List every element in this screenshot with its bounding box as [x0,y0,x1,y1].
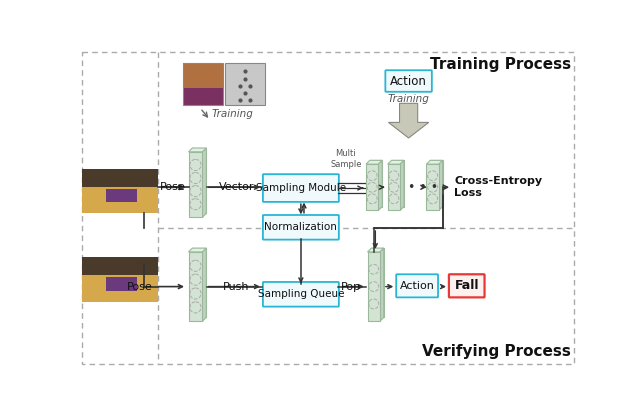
FancyBboxPatch shape [106,277,136,291]
FancyBboxPatch shape [83,258,157,275]
Polygon shape [388,103,429,138]
Polygon shape [388,164,400,211]
FancyBboxPatch shape [183,88,223,105]
Polygon shape [392,160,404,206]
Text: Cross-Entropy
Loss: Cross-Entropy Loss [454,176,543,198]
Polygon shape [388,160,404,164]
Text: Fall: Fall [454,279,479,293]
Polygon shape [371,248,384,317]
FancyBboxPatch shape [263,215,339,240]
Text: Pop: Pop [341,281,362,292]
FancyBboxPatch shape [263,174,339,202]
Text: Pose: Pose [127,281,152,292]
Text: • • •: • • • [408,181,438,194]
FancyBboxPatch shape [263,282,339,307]
Polygon shape [189,152,202,217]
Polygon shape [378,160,382,211]
Text: Training: Training [388,94,429,104]
FancyBboxPatch shape [183,63,223,88]
Polygon shape [367,252,380,321]
FancyBboxPatch shape [396,274,438,297]
Text: Training Process: Training Process [430,57,572,72]
FancyBboxPatch shape [106,189,136,202]
Text: Vector: Vector [218,182,254,192]
Text: Verifying Process: Verifying Process [422,344,572,359]
FancyBboxPatch shape [83,187,157,213]
Text: Sampling Queue: Sampling Queue [258,289,344,299]
Text: Action: Action [400,281,435,291]
Text: Pose: Pose [160,182,186,192]
FancyBboxPatch shape [385,70,432,92]
Text: Sampling Module: Sampling Module [256,183,346,193]
Polygon shape [202,248,206,321]
Polygon shape [189,148,206,152]
Polygon shape [370,160,382,206]
Polygon shape [430,160,443,206]
Polygon shape [366,160,382,164]
Polygon shape [426,160,443,164]
Polygon shape [426,164,439,211]
Text: Training: Training [212,109,253,119]
Polygon shape [202,148,206,217]
Polygon shape [193,248,206,317]
FancyBboxPatch shape [225,63,265,105]
Polygon shape [367,248,384,252]
Text: Action: Action [390,75,427,87]
FancyBboxPatch shape [449,274,484,297]
Polygon shape [380,248,384,321]
Text: Multi
Sample: Multi Sample [330,150,362,169]
Polygon shape [400,160,404,211]
Polygon shape [189,252,202,321]
Text: Normalization: Normalization [264,222,337,232]
Polygon shape [189,248,206,252]
FancyBboxPatch shape [83,169,157,187]
Polygon shape [193,148,206,213]
FancyBboxPatch shape [83,275,157,302]
Text: Push: Push [223,281,250,292]
Polygon shape [366,164,378,211]
Polygon shape [439,160,443,211]
